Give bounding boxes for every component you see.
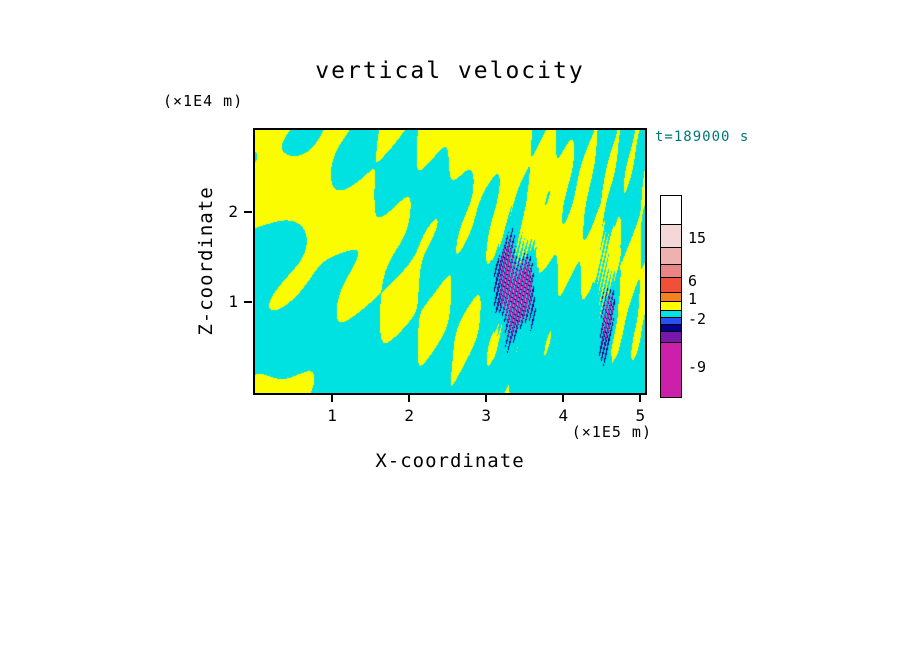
colorbar-segment — [661, 324, 681, 331]
timestamp-annotation: t=189000 s — [655, 129, 750, 145]
x-axis-tick-label: 1 — [327, 406, 337, 425]
x-axis-unit-label: (×1E5 m) — [571, 423, 652, 441]
z-axis-tick-label: 1 — [228, 292, 238, 312]
x-axis-tick — [639, 395, 642, 402]
z-axis-unit-label: (×1E4 m) — [163, 92, 244, 110]
colorbar-value-label: 15 — [688, 229, 707, 247]
colorbar-segment — [661, 247, 681, 264]
plot-frame — [253, 128, 647, 395]
x-axis-tick — [562, 395, 565, 402]
colorbar-value-label: 1 — [688, 290, 698, 308]
colorbar-segment — [661, 310, 681, 317]
colorbar-segment — [661, 292, 681, 301]
colorbar-value-label: 6 — [688, 272, 698, 290]
colorbar-segment — [661, 342, 681, 397]
colorbar-segment — [661, 196, 681, 224]
x-axis-tick — [408, 395, 411, 402]
colorbar-segment — [661, 277, 681, 292]
z-axis-tick — [244, 210, 252, 213]
z-axis-tick-label: 2 — [228, 201, 238, 221]
z-axis-tick — [244, 301, 252, 304]
colorbar-segment — [661, 331, 681, 342]
colorbar-segment — [661, 317, 681, 324]
colorbar-value-label: -9 — [688, 358, 707, 376]
colorbar-segment — [661, 264, 681, 277]
x-axis-label: X-coordinate — [375, 450, 525, 472]
z-axis-label: Z-coordinate — [195, 186, 217, 336]
colorbar — [660, 195, 682, 398]
x-axis-tick-label: 4 — [558, 406, 569, 425]
chart-title: vertical velocity — [315, 58, 585, 84]
x-axis-tick — [331, 395, 334, 402]
x-axis-tick-label: 2 — [404, 406, 414, 425]
x-axis-tick-label: 5 — [635, 406, 646, 425]
x-axis-tick-label: 3 — [481, 406, 492, 425]
colorbar-segment — [661, 224, 681, 247]
heatmap-canvas — [255, 130, 645, 393]
x-axis-tick — [485, 395, 488, 402]
colorbar-value-label: -2 — [688, 310, 707, 328]
colorbar-segment — [661, 301, 681, 310]
